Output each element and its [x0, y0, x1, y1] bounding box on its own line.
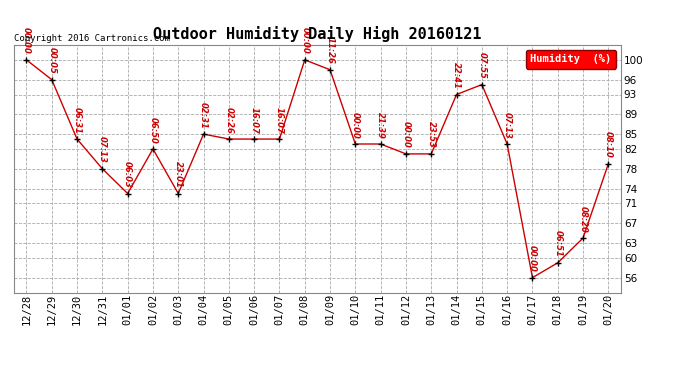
Text: 02:26: 02:26 — [224, 106, 233, 134]
Text: 07:13: 07:13 — [98, 136, 107, 163]
Text: 00:00: 00:00 — [402, 122, 411, 148]
Text: 11:26: 11:26 — [326, 38, 335, 64]
Text: 21:39: 21:39 — [376, 112, 385, 138]
Text: 00:00: 00:00 — [300, 27, 309, 54]
Text: 00:00: 00:00 — [22, 27, 31, 54]
Text: 06:03: 06:03 — [123, 161, 132, 188]
Text: 16:07: 16:07 — [275, 106, 284, 134]
Text: 16:07: 16:07 — [250, 106, 259, 134]
Text: 07:55: 07:55 — [477, 52, 486, 79]
Text: 00:05: 00:05 — [47, 47, 57, 74]
Text: 06:51: 06:51 — [553, 230, 562, 257]
Text: 23:01: 23:01 — [174, 161, 183, 188]
Text: 06:31: 06:31 — [72, 106, 81, 134]
Text: 22:41: 22:41 — [452, 62, 461, 89]
Text: 06:50: 06:50 — [148, 117, 157, 143]
Legend: Humidity  (%): Humidity (%) — [526, 50, 615, 69]
Text: 08:20: 08:20 — [578, 206, 588, 232]
Text: 08:10: 08:10 — [604, 131, 613, 158]
Text: 00:00: 00:00 — [528, 245, 537, 272]
Text: 02:31: 02:31 — [199, 102, 208, 129]
Title: Outdoor Humidity Daily High 20160121: Outdoor Humidity Daily High 20160121 — [153, 27, 482, 42]
Text: 07:13: 07:13 — [502, 112, 512, 138]
Text: 00:00: 00:00 — [351, 112, 360, 138]
Text: Copyright 2016 Cartronics.com: Copyright 2016 Cartronics.com — [14, 33, 170, 42]
Text: 23:53: 23:53 — [426, 122, 436, 148]
